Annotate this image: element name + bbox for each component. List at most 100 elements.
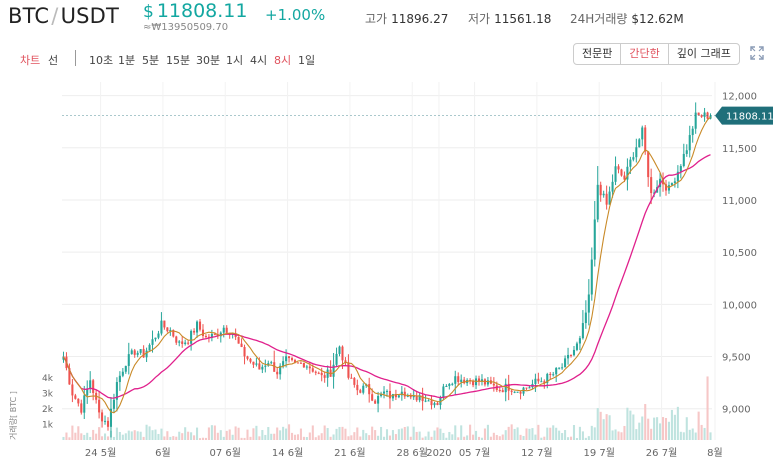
interval-5m[interactable]: 5분	[142, 54, 160, 67]
candle-body	[391, 394, 394, 399]
candle-body	[252, 361, 255, 365]
candle-body	[439, 397, 442, 405]
volume-bar	[255, 425, 258, 440]
candle-body	[614, 166, 617, 182]
candle-body	[492, 383, 495, 386]
high-label: 고가	[365, 12, 388, 26]
volume-bar	[65, 432, 68, 440]
interval-1h[interactable]: 1시	[226, 54, 244, 67]
candle-body	[605, 193, 608, 205]
candle-body	[314, 371, 317, 373]
candle-body	[409, 395, 412, 398]
candle-body	[424, 400, 427, 402]
interval-4h[interactable]: 4시	[250, 54, 268, 67]
interval-8h[interactable]: 8시	[274, 54, 292, 67]
candle-body	[632, 157, 635, 160]
price-tick-label: 10,000	[722, 300, 757, 311]
volume-bar	[670, 409, 673, 440]
candle-body	[323, 375, 326, 378]
candle-body	[311, 368, 314, 372]
volume-tick-label: 2k	[42, 405, 54, 415]
volume-bar	[264, 434, 267, 440]
volume-bar	[403, 427, 406, 440]
volume-bar	[62, 436, 65, 440]
volume-bar	[112, 436, 115, 440]
candle-body	[142, 349, 145, 358]
volume-bar	[439, 428, 442, 440]
volume-bar	[157, 433, 160, 440]
volume-bar	[71, 425, 74, 440]
candle-body	[279, 365, 282, 375]
candle-body	[564, 358, 567, 368]
chart-type-line[interactable]: 선	[48, 54, 59, 67]
low-stat: 저가 11561.18	[468, 10, 551, 27]
volume-bar	[629, 410, 632, 440]
price-krw: ≈₩13950509.70	[143, 22, 229, 33]
fullscreen-icon[interactable]	[749, 45, 765, 61]
volume-bar	[308, 432, 311, 440]
candle-body	[608, 191, 611, 205]
candle-body	[106, 420, 110, 427]
volume-bar	[397, 429, 400, 440]
volume-bar	[276, 427, 279, 440]
candle-body	[623, 175, 626, 180]
depth-chart-button[interactable]: 깊이 그래프	[676, 47, 731, 60]
volume-bar	[279, 430, 282, 440]
candle-body	[267, 363, 270, 366]
candle-body	[569, 354, 573, 356]
volume-bar	[338, 426, 341, 440]
volume-bar	[572, 425, 576, 440]
candle-body	[667, 185, 671, 191]
candle-body	[240, 343, 243, 348]
volume-bar	[133, 430, 136, 440]
candle-body	[371, 394, 374, 401]
interval-15m[interactable]: 15분	[166, 54, 191, 67]
interval-1d[interactable]: 1일	[298, 54, 316, 67]
volume-bar	[694, 432, 697, 440]
candles	[62, 102, 712, 438]
simple-view-button[interactable]: 간단한	[621, 44, 669, 64]
volume-bar	[543, 436, 546, 440]
candle-body	[234, 333, 237, 338]
candle-body	[65, 356, 68, 369]
time-tick-label: 14 6월	[272, 447, 303, 459]
volume-bar	[697, 411, 700, 440]
pro-view-button[interactable]: 전문판	[574, 44, 622, 64]
candle-body	[466, 380, 469, 384]
volume-bar	[703, 427, 706, 440]
volume-bar	[537, 424, 540, 440]
trading-pair[interactable]: BTC/USDT	[8, 4, 119, 28]
volume-bar	[207, 427, 210, 440]
volume-bar	[222, 436, 225, 440]
volume-bar	[700, 424, 703, 440]
volume-bar	[124, 433, 127, 440]
candle-body	[228, 332, 231, 336]
chart-type-candle[interactable]: 차트	[20, 54, 41, 67]
price-tick-label: 11,000	[722, 196, 757, 207]
volume-bar	[219, 430, 222, 440]
candle-body	[249, 358, 252, 362]
candle-body	[172, 329, 175, 337]
candle-body	[442, 386, 445, 398]
candle-body	[136, 352, 139, 355]
time-tick-label: 05 7월	[459, 447, 490, 459]
volume-bar	[480, 437, 484, 440]
volume-bar	[196, 427, 199, 440]
time-tick-label: 26 7월	[646, 447, 677, 459]
volume-bar	[285, 428, 288, 440]
volume-bar	[106, 436, 110, 440]
candle-body	[403, 391, 406, 397]
volume-bar	[243, 437, 246, 440]
volume-bar	[510, 424, 513, 440]
interval-1m[interactable]: 1분	[118, 54, 136, 67]
interval-30m[interactable]: 30분	[196, 54, 221, 67]
candle-body	[282, 361, 285, 366]
candle-body	[92, 380, 95, 393]
candle-body	[175, 336, 178, 343]
volume-bar	[118, 431, 121, 440]
volume-bar	[561, 433, 564, 440]
interval-10s[interactable]: 10초	[89, 54, 114, 67]
volume-bar	[472, 434, 475, 440]
candle-body	[495, 385, 498, 390]
volume-bar	[326, 428, 329, 440]
